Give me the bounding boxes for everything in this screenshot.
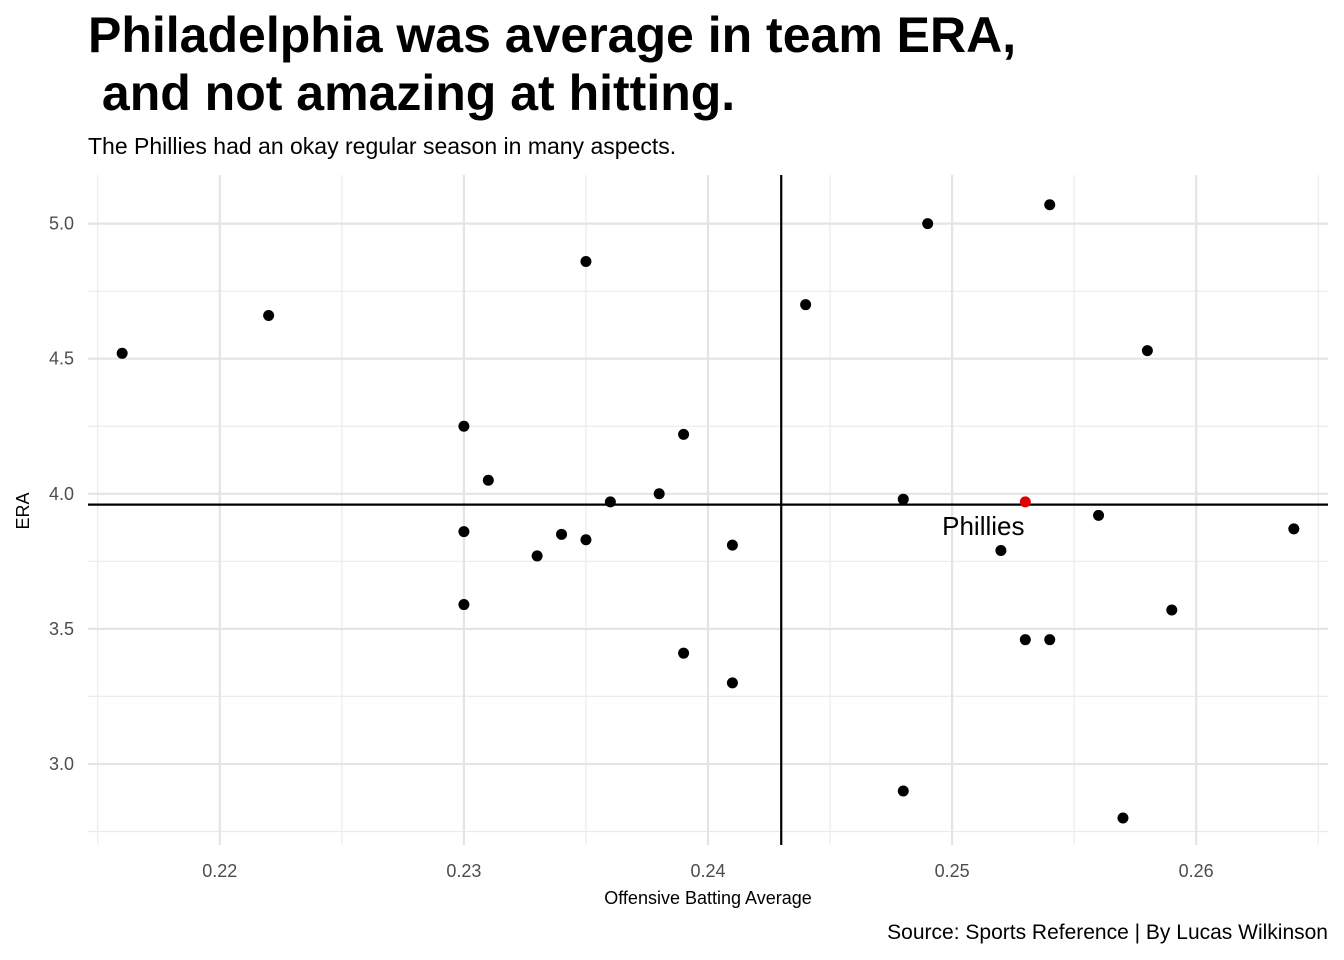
data-point (726, 677, 738, 689)
data-point (116, 347, 128, 359)
data-point (1044, 634, 1056, 646)
y-tick-label: 3.5 (49, 619, 74, 639)
data-point (1044, 199, 1056, 211)
data-point (995, 545, 1007, 557)
point-label: Phillies (942, 511, 1024, 541)
x-tick-label: 0.25 (935, 861, 970, 881)
data-point (1117, 812, 1129, 824)
chart-title: Philadelphia was average in team ERA, an… (88, 7, 1017, 121)
data-point (922, 218, 934, 230)
data-point (1019, 634, 1031, 646)
highlighted-data-point (1019, 496, 1031, 508)
point-labels: Phillies (942, 511, 1024, 541)
x-axis-ticks: 0.22 0.23 0.24 0.25 0.26 (202, 861, 1213, 881)
chart-caption: Source: Sports Reference | By Lucas Wilk… (887, 921, 1328, 944)
data-point (1093, 509, 1105, 521)
data-point (653, 488, 665, 500)
data-point (580, 534, 592, 546)
data-point (678, 428, 690, 440)
y-tick-label: 4.5 (49, 349, 74, 369)
x-tick-label: 0.22 (202, 861, 237, 881)
y-tick-label: 3.0 (49, 754, 74, 774)
chart-subtitle: The Phillies had an okay regular season … (88, 133, 677, 159)
data-point (482, 474, 494, 486)
data-point (263, 309, 275, 321)
y-tick-label: 4.0 (49, 484, 74, 504)
y-axis-title: ERA (13, 492, 33, 529)
data-point (726, 539, 738, 551)
data-point (897, 493, 909, 505)
data-points (116, 199, 1300, 824)
data-point (800, 299, 812, 311)
y-axis-ticks: 3.0 3.5 4.0 4.5 5.0 (49, 214, 74, 774)
x-tick-label: 0.24 (690, 861, 725, 881)
data-point (556, 528, 568, 540)
x-axis-title: Offensive Batting Average (604, 888, 811, 908)
data-point (678, 647, 690, 659)
data-point (1288, 523, 1300, 535)
x-tick-label: 0.26 (1179, 861, 1214, 881)
data-point (580, 255, 592, 267)
data-point (1141, 345, 1153, 357)
x-tick-label: 0.23 (446, 861, 481, 881)
major-gridlines (88, 175, 1328, 845)
y-tick-label: 5.0 (49, 214, 74, 234)
data-point (1166, 604, 1178, 616)
data-point (458, 599, 470, 611)
data-point (604, 496, 616, 508)
data-point (458, 420, 470, 432)
data-point (897, 785, 909, 797)
reference-lines (88, 175, 1328, 845)
data-point (531, 550, 543, 562)
data-point (458, 526, 470, 538)
